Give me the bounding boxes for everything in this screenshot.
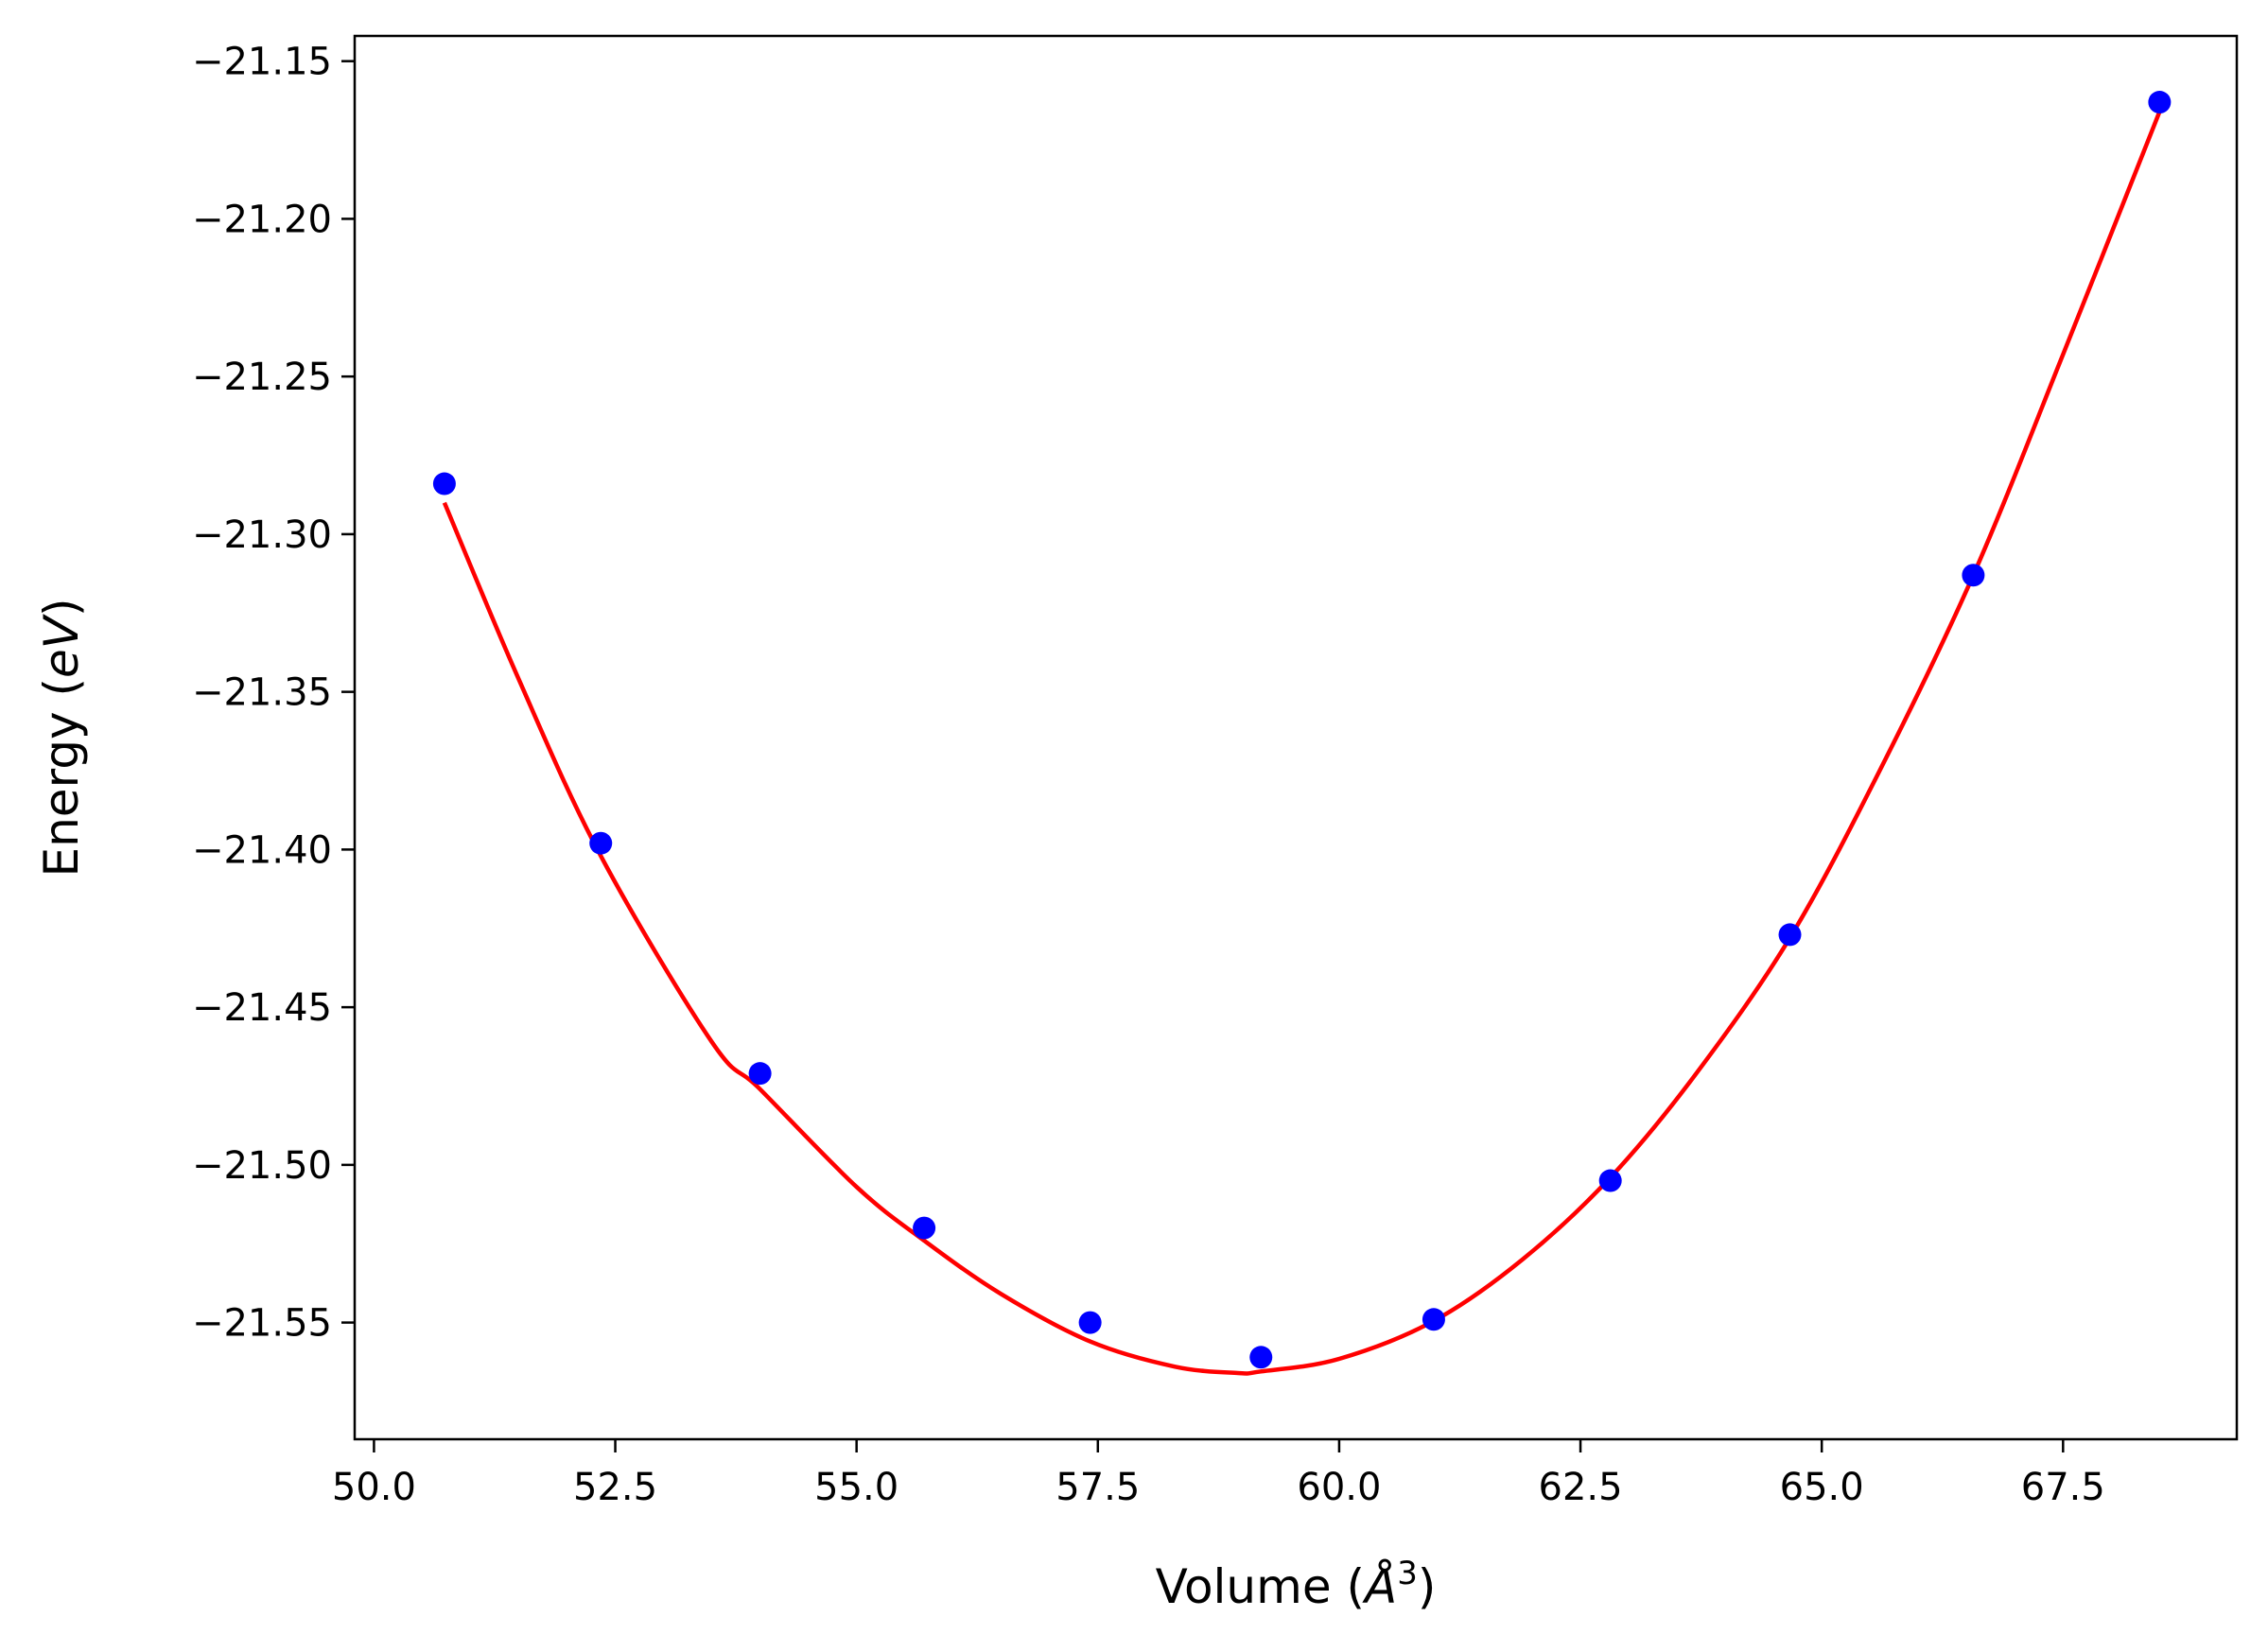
fit-curve — [442, 111, 2162, 1376]
y-axis-label-post: ) — [34, 599, 89, 617]
y-tick-label: −21.15 — [192, 41, 332, 84]
y-tick-label: −21.50 — [192, 1144, 332, 1188]
x-tick-label: 60.0 — [1297, 1466, 1381, 1509]
data-point — [1249, 1346, 1273, 1369]
x-tick-label: 55.0 — [814, 1466, 898, 1509]
y-tick-label: −21.20 — [192, 198, 332, 241]
x-tick-label: 62.5 — [1539, 1466, 1623, 1509]
x-tick-label: 65.0 — [1780, 1466, 1864, 1509]
x-tick-label: 67.5 — [2021, 1466, 2105, 1509]
data-point — [1962, 564, 1985, 587]
data-point — [748, 1062, 772, 1086]
y-tick-label: −21.55 — [192, 1302, 332, 1346]
x-axis-label-unit: Å — [1362, 1559, 1397, 1614]
x-tick-label: 50.0 — [332, 1466, 416, 1509]
data-point — [1078, 1311, 1102, 1334]
x-axis-label-exponent: 3 — [1397, 1555, 1418, 1592]
data-point — [913, 1216, 936, 1240]
x-tick-label: 57.5 — [1055, 1466, 1140, 1509]
y-tick-label: −21.40 — [192, 828, 332, 872]
data-point — [1598, 1169, 1622, 1192]
x-axis-label-pre: Volume ( — [1156, 1559, 1365, 1614]
y-tick-label: −21.45 — [192, 986, 332, 1030]
y-axis-label: Energy (eV) — [34, 599, 89, 878]
y-axis-label-pre: Energy ( — [34, 678, 89, 877]
y-tick-label: −21.25 — [192, 356, 332, 399]
data-point — [2148, 91, 2172, 114]
y-axis-label-unit: eV — [34, 613, 89, 678]
data-point — [1422, 1308, 1445, 1331]
data-point — [432, 472, 456, 496]
data-point — [589, 831, 613, 855]
y-tick-label: −21.35 — [192, 671, 332, 715]
data-points — [432, 91, 2172, 1369]
data-point — [1778, 923, 1802, 947]
y-axis-ticks: −21.15 −21.20 −21.25 −21.30 −21.35 −21.40 −21.… — [192, 41, 355, 1346]
x-axis-label: Volume (Å3) — [1156, 1555, 1437, 1614]
x-axis-label-post: ) — [1418, 1559, 1437, 1614]
y-tick-label: −21.30 — [192, 513, 332, 557]
x-axis-ticks: 50.0 52.5 55.0 57.5 60.0 62.5 65.0 67.5 — [332, 1439, 2105, 1509]
x-tick-label: 52.5 — [573, 1466, 657, 1509]
plot-frame — [353, 34, 2239, 1441]
